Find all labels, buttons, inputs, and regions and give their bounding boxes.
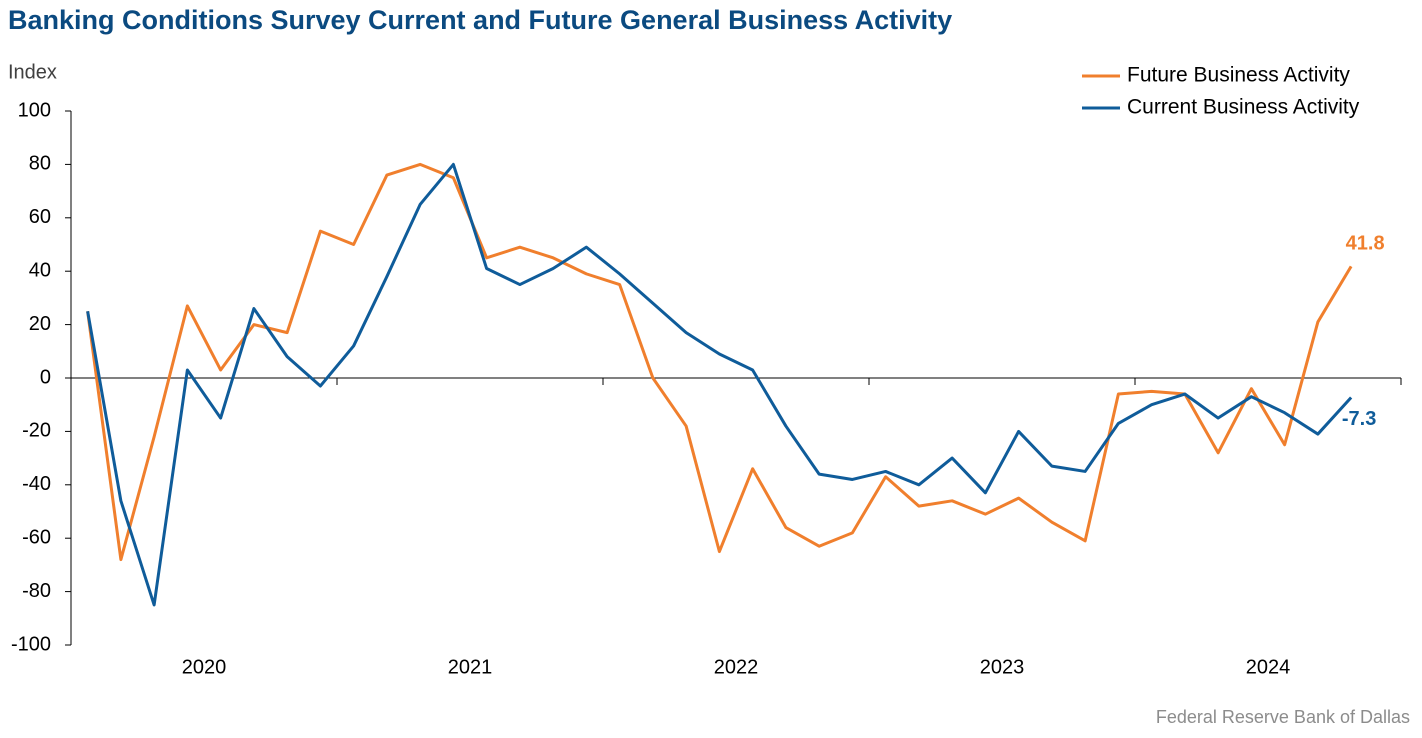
data-line: [86, 162, 1353, 607]
x-tick-label: 2023: [980, 656, 1025, 678]
y-tick-label: 80: [29, 153, 51, 175]
x-tick-label: 2022: [714, 656, 759, 678]
y-tick-label: -100: [11, 633, 51, 655]
y-tick-label: 60: [29, 206, 51, 228]
x-tick-label: 2020: [182, 656, 227, 678]
y-tick-label: -60: [22, 526, 51, 548]
legend-label: Current Business Activity: [1127, 96, 1360, 119]
end-label: 41.8: [1346, 233, 1385, 255]
y-tick-label: -80: [22, 580, 51, 602]
end-label: -7.3: [1342, 408, 1376, 430]
y-tick-label: 100: [18, 99, 51, 121]
y-tick-label: -40: [22, 473, 51, 495]
source: Federal Reserve Bank of Dallas: [1156, 707, 1410, 727]
data-line: [86, 162, 1353, 562]
y-axis-label: Index: [8, 61, 57, 83]
legend-label: Future Business Activity: [1127, 64, 1350, 87]
y-tick-label: 20: [29, 313, 51, 335]
x-tick-label: 2024: [1246, 656, 1291, 678]
y-tick-label: -20: [22, 420, 51, 442]
y-tick-label: 0: [40, 366, 51, 388]
y-tick-label: 40: [29, 259, 51, 281]
chart-title: Banking Conditions Survey Current and Fu…: [8, 5, 952, 35]
x-tick-label: 2021: [448, 656, 493, 678]
